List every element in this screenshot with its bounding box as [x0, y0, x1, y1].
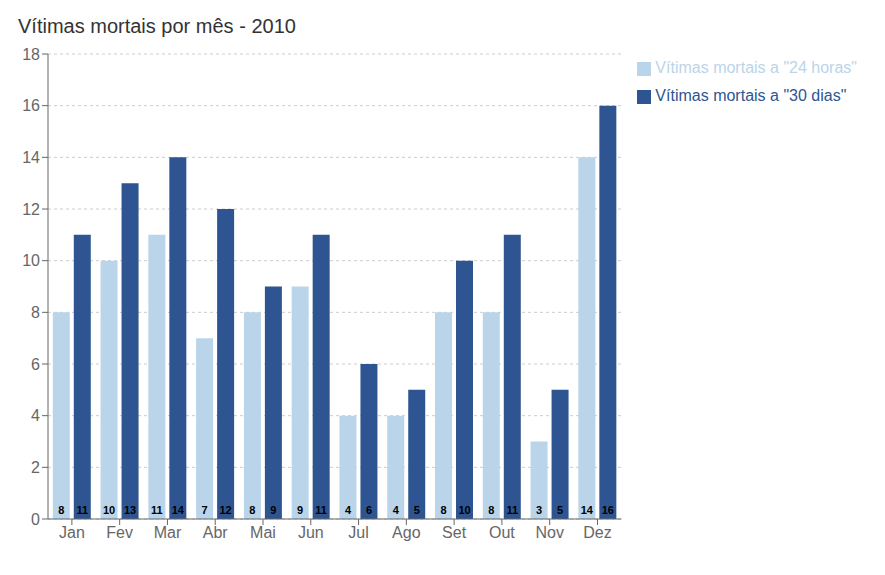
svg-text:Dez: Dez	[583, 524, 611, 541]
html-text:Vítimas mortais a "24 horas": Vítimas mortais a "24 horas"	[655, 59, 857, 76]
svg-text:8: 8	[31, 304, 40, 321]
svg-text:10: 10	[458, 504, 470, 516]
svg-text:6: 6	[31, 356, 40, 373]
svg-text:9: 9	[297, 504, 303, 516]
svg-text:8: 8	[249, 504, 255, 516]
svg-text:12: 12	[219, 504, 231, 516]
svg-text:Mai: Mai	[250, 524, 276, 541]
svg-text:13: 13	[124, 504, 136, 516]
svg-text:8: 8	[440, 504, 446, 516]
svg-text:Jan: Jan	[59, 524, 85, 541]
html-text:Vítimas mortais por mês - 2010: Vítimas mortais por mês - 2010	[18, 15, 296, 37]
svg-text:2: 2	[31, 459, 40, 476]
svg-text:Mar: Mar	[154, 524, 182, 541]
svg-text:12: 12	[22, 201, 40, 218]
svg-text:Ago: Ago	[392, 524, 421, 541]
svg-text:18: 18	[22, 46, 40, 63]
svg-text:4: 4	[393, 504, 400, 516]
svg-text:4: 4	[31, 407, 40, 424]
svg-text:6: 6	[366, 504, 372, 516]
svg-text:14: 14	[172, 504, 185, 516]
svg-text:Abr: Abr	[203, 524, 229, 541]
svg-text:Nov: Nov	[535, 524, 563, 541]
svg-text:9: 9	[270, 504, 276, 516]
svg-text:8: 8	[58, 504, 64, 516]
svg-text:16: 16	[22, 97, 40, 114]
svg-text:10: 10	[22, 252, 40, 269]
svg-text:0: 0	[31, 511, 40, 528]
svg-text:Jun: Jun	[298, 524, 324, 541]
svg-text:7: 7	[202, 504, 208, 516]
svg-text:16: 16	[602, 504, 614, 516]
svg-text:Jul: Jul	[348, 524, 368, 541]
svg-text:8: 8	[488, 504, 494, 516]
svg-text:11: 11	[151, 504, 163, 516]
svg-text:Fev: Fev	[106, 524, 133, 541]
svg-text:5: 5	[557, 504, 563, 516]
html-text:Vítimas mortais a "30 dias": Vítimas mortais a "30 dias"	[655, 87, 847, 104]
svg-text:14: 14	[22, 149, 40, 166]
svg-text:4: 4	[345, 504, 352, 516]
svg-text:11: 11	[315, 504, 327, 516]
svg-text:10: 10	[103, 504, 115, 516]
svg-text:Out: Out	[489, 524, 515, 541]
svg-text:Set: Set	[442, 524, 467, 541]
svg-text:14: 14	[581, 504, 594, 516]
svg-text:11: 11	[76, 504, 88, 516]
svg-text:5: 5	[414, 504, 420, 516]
svg-text:3: 3	[536, 504, 542, 516]
svg-text:11: 11	[506, 504, 518, 516]
